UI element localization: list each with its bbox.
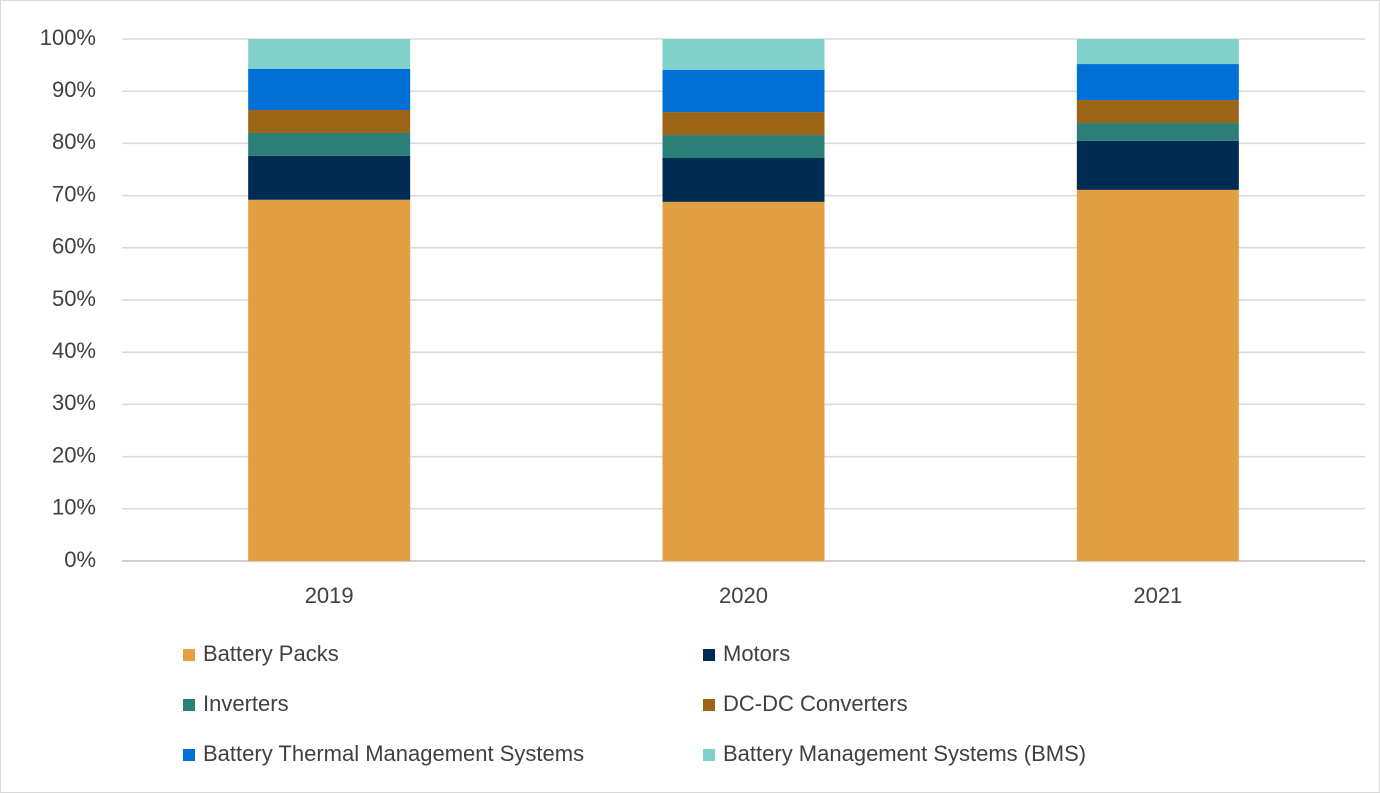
x-tick-label: 2021 (1133, 583, 1182, 608)
legend-swatch (703, 649, 715, 661)
y-tick-label: 20% (52, 442, 96, 467)
bar-segment (1076, 39, 1239, 65)
x-tick-label: 2020 (719, 583, 768, 608)
legend-label: Motors (723, 641, 790, 666)
bar-segment (1076, 100, 1239, 124)
x-tick-label: 2019 (305, 583, 354, 608)
y-tick-label: 60% (52, 234, 96, 259)
bar-segment (662, 158, 825, 202)
y-tick-label: 40% (52, 338, 96, 363)
legend-swatch (183, 649, 195, 661)
bar-segment (248, 39, 411, 69)
bar-segment (248, 132, 411, 156)
y-tick-label: 100% (40, 25, 96, 50)
y-tick-label: 80% (52, 129, 96, 154)
y-tick-label: 0% (64, 547, 96, 572)
bar-segment (1076, 189, 1239, 561)
legend-label: Battery Thermal Management Systems (203, 741, 584, 766)
legend-swatch (183, 749, 195, 761)
legend-label: DC-DC Converters (723, 691, 908, 716)
y-tick-label: 50% (52, 286, 96, 311)
bar-segment (248, 68, 411, 110)
bar-segment (1076, 123, 1239, 141)
bar-segment (1076, 64, 1239, 101)
legend-swatch (703, 749, 715, 761)
y-tick-label: 10% (52, 495, 96, 520)
bar-segment (248, 155, 411, 200)
y-tick-label: 30% (52, 390, 96, 415)
legend-label: Battery Packs (203, 641, 339, 666)
bar-segment (1076, 140, 1239, 190)
bar-segment (662, 69, 825, 113)
legend-swatch (703, 699, 715, 711)
bar-segment (662, 112, 825, 136)
bar-segment (662, 135, 825, 159)
bar-segment (248, 109, 411, 133)
legend-swatch (183, 699, 195, 711)
bar-segment (662, 201, 825, 561)
legend-label: Inverters (203, 691, 289, 716)
y-tick-label: 90% (52, 77, 96, 102)
legend-label: Battery Management Systems (BMS) (723, 741, 1086, 766)
y-tick-label: 70% (52, 181, 96, 206)
bar-segment (662, 39, 825, 70)
bar-segment (248, 199, 411, 561)
